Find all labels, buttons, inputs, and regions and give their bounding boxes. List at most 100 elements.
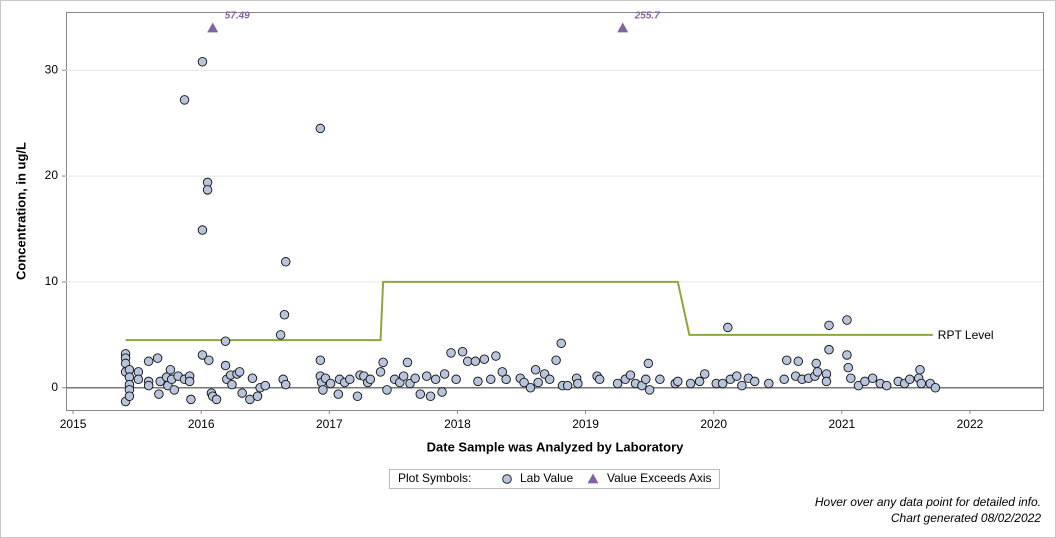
data-point xyxy=(279,309,290,320)
data-point xyxy=(699,369,710,379)
data-point xyxy=(643,358,654,369)
data-point xyxy=(479,354,490,364)
data-point xyxy=(562,380,573,391)
legend-marker xyxy=(587,473,599,484)
data-point xyxy=(280,257,291,267)
data-point xyxy=(470,356,481,367)
data-point xyxy=(375,367,386,377)
x-tick-label: 2018 xyxy=(444,417,471,431)
y-axis-label: Concentration, in ug/L xyxy=(13,142,28,280)
data-point xyxy=(812,367,823,377)
data-point xyxy=(842,315,852,325)
x-tick-label: 2020 xyxy=(700,417,727,431)
data-point xyxy=(749,376,760,387)
data-point xyxy=(673,376,683,387)
data-point xyxy=(737,380,747,391)
data-point xyxy=(824,320,834,331)
rpt-level-label: RPT Level xyxy=(938,328,994,342)
data-point xyxy=(165,365,176,375)
data-point xyxy=(333,389,344,399)
legend-label: Value Exceeds Axis xyxy=(607,471,712,485)
data-point xyxy=(197,225,208,235)
x-tick-label: 2019 xyxy=(572,417,599,431)
data-point xyxy=(220,360,231,371)
rpt-level-line xyxy=(125,280,933,342)
data-point xyxy=(378,357,388,368)
footnote: Hover over any data point for detailed i… xyxy=(815,495,1041,509)
data-point xyxy=(824,344,834,355)
x-tick-label: 2017 xyxy=(316,417,343,431)
data-point xyxy=(641,374,651,385)
data-point xyxy=(315,355,326,366)
data-point xyxy=(252,391,263,401)
data-point xyxy=(280,379,291,390)
data-point xyxy=(415,389,426,399)
data-point xyxy=(843,362,853,373)
data-point xyxy=(352,391,363,401)
data-point xyxy=(525,383,536,393)
data-point xyxy=(717,378,728,389)
data-point xyxy=(594,374,605,385)
data-point xyxy=(260,380,270,391)
data-point xyxy=(685,378,696,389)
data-point xyxy=(846,373,856,383)
data-point xyxy=(202,185,213,195)
data-point xyxy=(519,377,529,388)
data-point xyxy=(325,378,336,389)
data-point xyxy=(425,391,436,401)
data-point xyxy=(723,322,733,333)
data-point xyxy=(186,394,196,405)
data-point xyxy=(227,379,237,390)
data-point xyxy=(247,373,258,383)
data-point xyxy=(197,350,208,360)
data-point xyxy=(402,357,413,368)
data-point xyxy=(904,374,915,385)
x-tick-label: 2015 xyxy=(60,417,87,431)
exceeds-label: 57.49 xyxy=(225,11,250,22)
exceeds-marker xyxy=(207,22,219,33)
legend-box xyxy=(389,469,720,489)
data-point xyxy=(486,374,496,385)
data-point xyxy=(867,373,878,383)
legend-marker xyxy=(502,474,512,484)
data-point xyxy=(437,387,447,397)
data-point xyxy=(421,371,432,381)
data-point xyxy=(530,365,541,375)
data-point xyxy=(644,385,655,395)
data-point xyxy=(234,367,245,377)
data-point xyxy=(915,365,925,375)
data-point xyxy=(842,350,852,360)
data-point xyxy=(446,348,456,358)
data-point xyxy=(573,378,583,389)
x-tick-label: 2021 xyxy=(828,417,855,431)
legend-title: Plot Symbols: xyxy=(398,471,471,485)
exceeds-label: 255.7 xyxy=(634,11,660,22)
data-point xyxy=(143,380,154,391)
data-point xyxy=(430,374,441,385)
data-point xyxy=(781,355,792,366)
data-point xyxy=(365,374,376,385)
data-point xyxy=(930,383,941,393)
data-point xyxy=(779,374,789,385)
data-point xyxy=(398,371,409,381)
data-point xyxy=(473,376,483,387)
data-point xyxy=(410,373,420,383)
data-point xyxy=(211,394,222,405)
data-point xyxy=(451,374,461,385)
data-point xyxy=(179,95,190,105)
y-tick-label: 10 xyxy=(45,274,59,288)
data-point xyxy=(732,371,742,381)
data-point xyxy=(764,378,774,389)
data-point xyxy=(133,374,144,385)
data-point xyxy=(169,385,180,395)
exceeds-marker xyxy=(617,22,629,33)
data-point xyxy=(551,355,561,366)
data-point xyxy=(533,377,543,388)
data-point xyxy=(457,347,468,357)
data-point xyxy=(318,385,328,395)
data-point xyxy=(655,374,665,385)
y-tick-label: 20 xyxy=(45,168,59,182)
footnote: Chart generated 08/02/2022 xyxy=(891,511,1041,525)
